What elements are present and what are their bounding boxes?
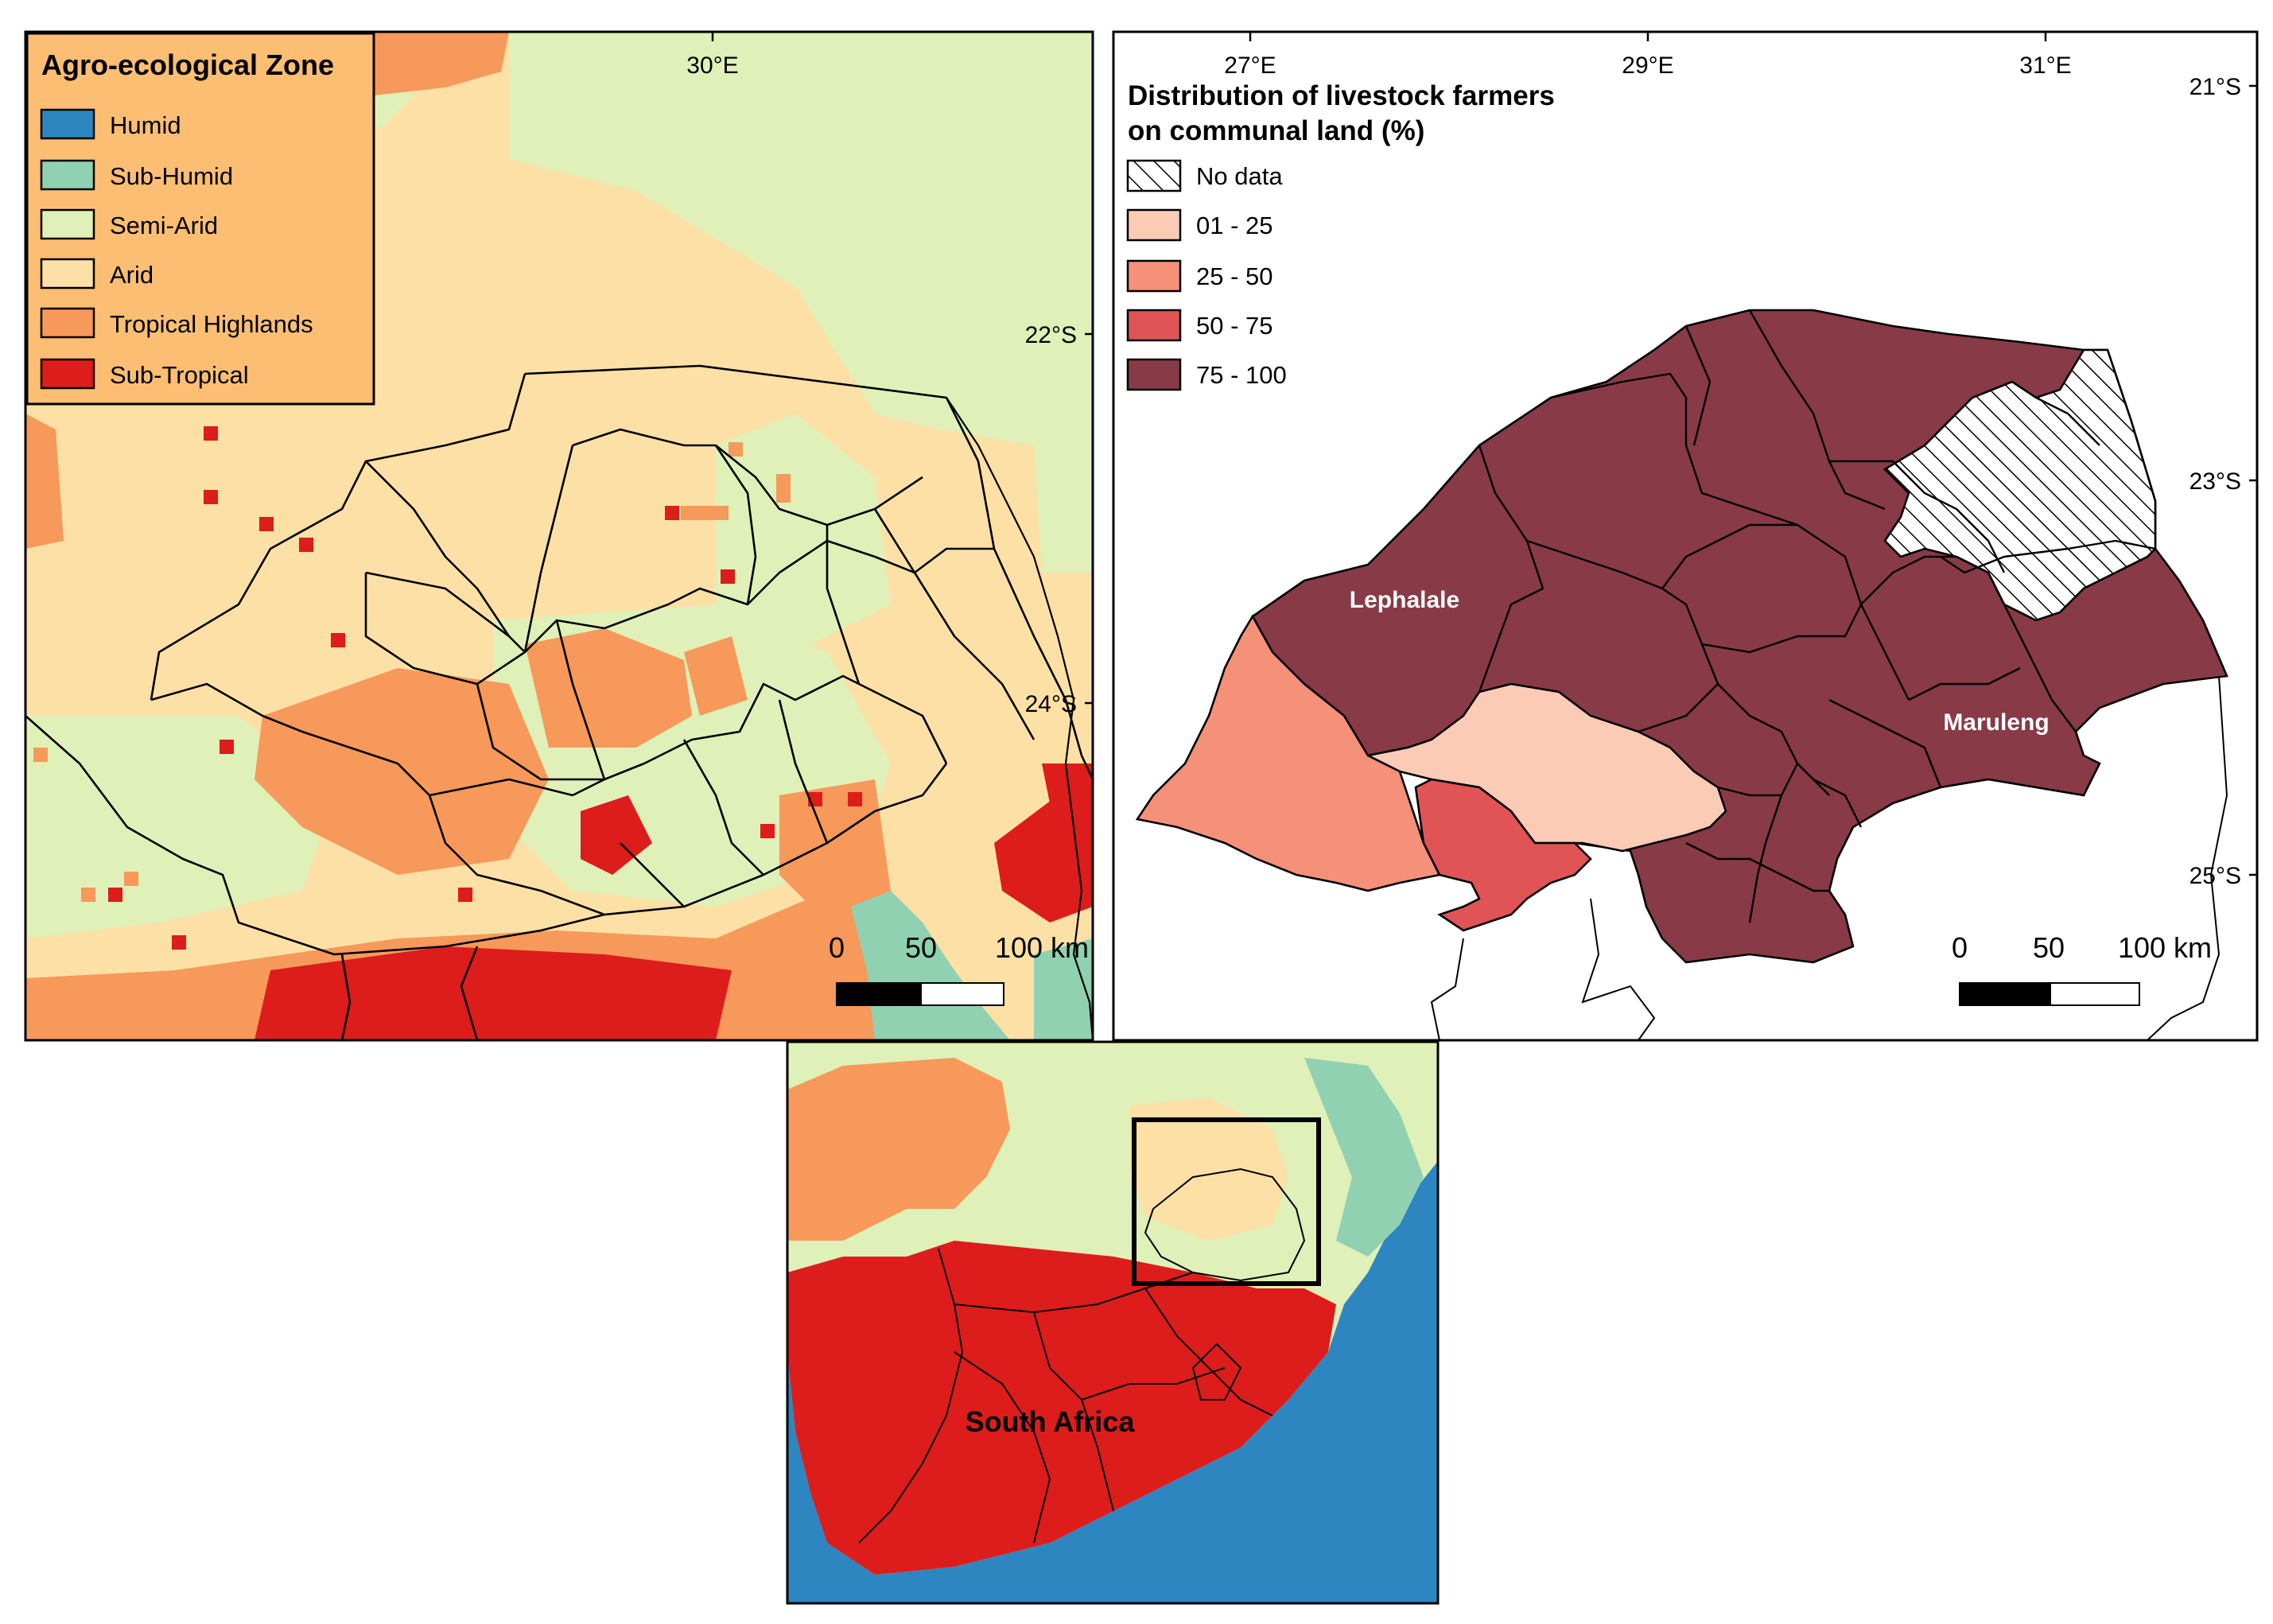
svg-text:Semi-Arid: Semi-Arid [110,212,218,239]
svg-text:0: 0 [829,931,845,964]
right-lon-label-31e: 31°E [2019,52,2071,79]
agro-zone-legend: Agro-ecological Zone Humid Sub-Humid Sem… [25,32,375,406]
left-lat-label-22s: 22°S [1025,322,1077,348]
region-25-50 [1135,614,1441,892]
inset-map-panel [787,1042,1438,1603]
svg-text:100 km: 100 km [995,931,1089,964]
left-map-frame [24,30,1094,1042]
right-map-frame [1112,30,2259,1042]
place-label-maruleng: Maruleng [1943,709,2049,736]
legend-title: Agro-ecological Zone [41,49,334,81]
svg-text:0: 0 [1952,931,1968,964]
svg-text:Sub-Humid: Sub-Humid [110,162,233,190]
inset-map-frame [786,1040,1440,1605]
legend-title-line1: Distribution of livestock farmers [1128,80,1555,111]
study-area-box [1132,1117,1321,1286]
left-map-panel [25,32,1093,1040]
right-lon-label-27e: 27°E [1224,52,1276,79]
svg-text:25 - 50: 25 - 50 [1196,262,1273,290]
right-lon-label-29e: 29°E [1622,52,1673,79]
svg-text:50: 50 [905,931,937,964]
legend-item-sub-humid: Sub-Humid [40,159,233,191]
legend-swatch-humid [40,108,95,140]
right-lat-label-21s: 21°S [2189,74,2241,100]
svg-text:100 km: 100 km [2118,931,2212,964]
left-lon-label-30e: 30°E [686,52,738,79]
legend-item-25-50: 25 - 50 [1126,259,1273,293]
inset-country-label: South Africa [966,1405,1136,1438]
legend-swatch-25-50 [1126,259,1182,293]
legend-item-no-data: No data [1126,159,1283,192]
right-scalebar: 0 50 100 km [1952,931,2212,1006]
livestock-legend: Distribution of livestock farmers on com… [1126,80,1555,391]
legend-item-semi-arid: Semi-Arid [40,208,218,240]
legend-item-tropical-highlands: Tropical Highlands [40,307,313,339]
region-50-75 [1414,778,1592,932]
svg-text:Humid: Humid [110,111,181,139]
legend-item-arid: Arid [40,258,153,289]
legend-swatch-75-100 [1126,358,1182,391]
right-map-panel [1113,32,2257,1040]
legend-swatch-01-25 [1126,208,1182,242]
svg-text:Arid: Arid [110,261,153,289]
legend-item-50-75: 50 - 75 [1126,309,1273,342]
legend-swatch-semi-arid [40,208,95,240]
svg-text:01 - 25: 01 - 25 [1196,212,1273,239]
right-lat-label-25s: 25°S [2189,863,2241,889]
svg-text:75 - 100: 75 - 100 [1196,361,1287,389]
svg-text:Tropical Highlands: Tropical Highlands [110,310,313,338]
svg-text:No data: No data [1196,162,1283,190]
svg-text:Sub-Tropical: Sub-Tropical [110,361,249,389]
legend-swatch-no-data [1126,159,1182,192]
place-label-lephalale: Lephalale [1350,587,1459,613]
left-scalebar: 0 50 100 km [829,931,1089,1006]
legend-item-humid: Humid [40,108,181,140]
legend-item-75-100: 75 - 100 [1126,358,1287,391]
left-lat-label-24s: 24°S [1025,691,1077,717]
legend-swatch-tropical-highlands [40,307,95,339]
svg-text:50 - 75: 50 - 75 [1196,312,1273,340]
legend-swatch-sub-tropical [40,358,95,390]
legend-swatch-50-75 [1126,309,1182,342]
legend-item-01-25: 01 - 25 [1126,208,1273,242]
svg-text:50: 50 [2033,931,2065,964]
right-lat-label-23s: 23°S [2189,468,2241,495]
legend-item-sub-tropical: Sub-Tropical [40,358,249,390]
legend-title-line2: on communal land (%) [1128,115,1424,146]
legend-swatch-arid [40,258,95,289]
legend-swatch-sub-humid [40,159,95,191]
